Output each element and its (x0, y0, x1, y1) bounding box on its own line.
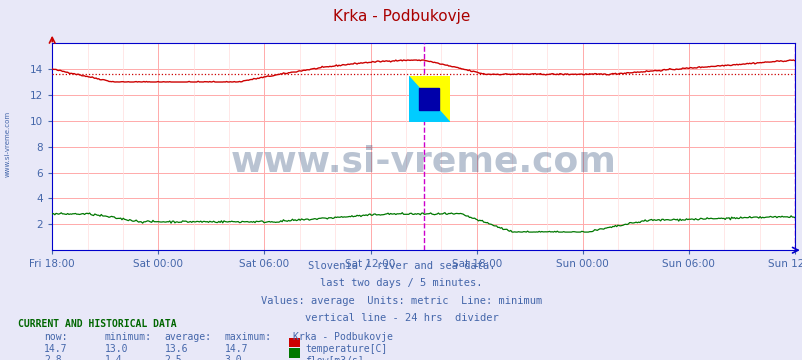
Text: 2.8: 2.8 (44, 355, 62, 360)
Text: 14.7: 14.7 (225, 344, 248, 354)
Text: Values: average  Units: metric  Line: minimum: Values: average Units: metric Line: mini… (261, 296, 541, 306)
Text: flow[m3/s]: flow[m3/s] (305, 355, 363, 360)
Text: 2.5: 2.5 (164, 355, 182, 360)
Text: 1.4: 1.4 (104, 355, 122, 360)
Polygon shape (419, 88, 439, 111)
Text: vertical line - 24 hrs  divider: vertical line - 24 hrs divider (304, 313, 498, 323)
Text: 3.0: 3.0 (225, 355, 242, 360)
Text: www.si-vreme.com: www.si-vreme.com (230, 144, 616, 178)
Text: Krka - Podbukovje: Krka - Podbukovje (293, 332, 392, 342)
Text: Krka - Podbukovje: Krka - Podbukovje (332, 9, 470, 24)
Text: temperature[C]: temperature[C] (305, 344, 387, 354)
Text: CURRENT AND HISTORICAL DATA: CURRENT AND HISTORICAL DATA (18, 319, 176, 329)
Text: average:: average: (164, 332, 212, 342)
Text: www.si-vreme.com: www.si-vreme.com (5, 111, 11, 177)
Polygon shape (408, 76, 449, 122)
Text: now:: now: (44, 332, 67, 342)
Text: minimum:: minimum: (104, 332, 152, 342)
Text: 14.7: 14.7 (44, 344, 67, 354)
Polygon shape (408, 76, 449, 122)
Text: 13.0: 13.0 (104, 344, 128, 354)
Text: Slovenia / river and sea data.: Slovenia / river and sea data. (307, 261, 495, 271)
Text: maximum:: maximum: (225, 332, 272, 342)
Text: last two days / 5 minutes.: last two days / 5 minutes. (320, 278, 482, 288)
Text: 13.6: 13.6 (164, 344, 188, 354)
